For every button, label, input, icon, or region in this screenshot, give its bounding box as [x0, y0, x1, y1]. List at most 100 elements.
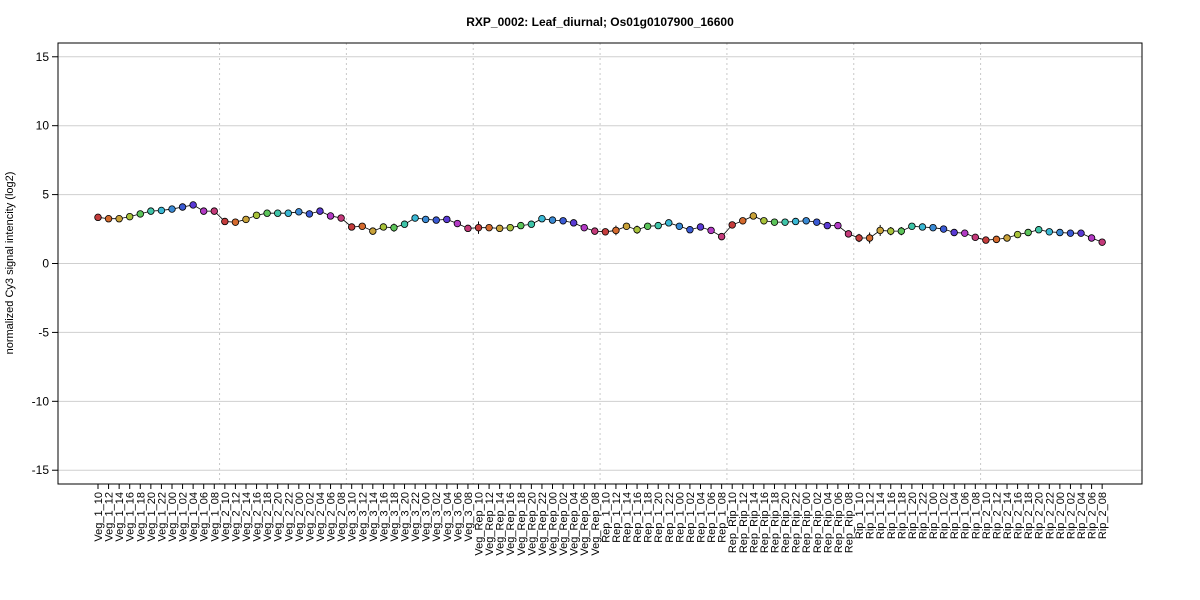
data-point [252, 211, 261, 219]
data-point [887, 227, 895, 235]
x-tick-label: Rip_1_14 [875, 492, 887, 539]
x-tick-label: Veg_2_18 [262, 492, 274, 542]
x-tick-label: Rep_1_04 [695, 492, 707, 543]
y-tick-label: -5 [38, 325, 49, 339]
data-point [284, 209, 292, 217]
data-point [728, 221, 736, 229]
data-point [961, 229, 969, 237]
data-point [569, 219, 578, 227]
data-point [918, 223, 927, 231]
x-tick-label: Veg_3_14 [368, 492, 380, 542]
x-tick-label: Rip_1_02 [939, 492, 951, 539]
x-tick-label: Rep_Rip_04 [822, 492, 834, 553]
x-tick-label: Rep_Rip_22 [791, 492, 803, 553]
data-point [400, 220, 409, 228]
x-tick-label: Veg_1_14 [114, 492, 126, 542]
data-point [517, 221, 525, 230]
data-point [210, 207, 218, 215]
x-tick-label: Rep_Rip_00 [801, 492, 813, 553]
plot-frame [57, 42, 1143, 485]
data-point [379, 223, 388, 231]
data-point [739, 217, 747, 225]
data-point [1087, 234, 1096, 242]
x-tick-label: Rip_2_04 [1076, 492, 1088, 539]
x-tick-label: Veg_Rep_18 [516, 492, 528, 556]
data-point [707, 226, 715, 235]
data-point [971, 233, 980, 242]
data-point [876, 226, 884, 235]
x-tick-label: Rep_Rip_18 [769, 492, 781, 553]
data-point [749, 212, 758, 220]
x-tick-label: Veg_Rep_12 [484, 492, 496, 556]
data-point [781, 218, 789, 226]
y-tick-label: -15 [32, 463, 50, 477]
x-tick-label: Rip_1_08 [970, 492, 982, 539]
data-point [1056, 228, 1064, 237]
data-point [897, 227, 906, 235]
data-point [686, 226, 694, 234]
x-tick-label: Veg_1_08 [209, 492, 221, 542]
data-point [538, 215, 546, 223]
data-point [1003, 234, 1011, 242]
x-tick-label: Veg_Rep_04 [569, 492, 581, 556]
data-point [580, 223, 588, 232]
data-point [1066, 229, 1075, 237]
data-point [834, 221, 842, 230]
data-point [591, 227, 599, 235]
x-tick-label: Veg_3_16 [378, 492, 390, 542]
data-point [421, 215, 430, 224]
data-point [633, 226, 641, 234]
data-point [982, 236, 990, 244]
x-tick-label: Veg_3_08 [463, 492, 475, 542]
x-tick-label: Veg_1_04 [188, 492, 200, 542]
x-tick-label: Veg_1_10 [93, 492, 105, 542]
x-tick-label: Rep_Rip_08 [843, 492, 855, 553]
data-point [168, 205, 176, 213]
x-tick-label: Rep_1_22 [664, 492, 676, 543]
data-point [992, 235, 1001, 244]
data-point [823, 221, 832, 230]
x-tick-label: Veg_Rep_06 [579, 492, 591, 556]
x-tick-label: Veg_3_06 [452, 492, 464, 542]
x-tick-label: Rip_2_08 [1097, 492, 1109, 539]
chart-title: RXP_0002: Leaf_diurnal; Os01g0107900_166… [466, 15, 734, 29]
data-point [390, 223, 398, 232]
x-tick-label: Veg_1_12 [104, 492, 116, 542]
x-tick-label: Rep_1_02 [685, 492, 697, 543]
group-separators [219, 43, 982, 484]
data-point [770, 218, 779, 226]
x-tick-label: Veg_1_16 [125, 492, 137, 542]
data-point [559, 217, 567, 225]
x-tick-label: Rip_2_20 [1034, 492, 1046, 539]
x-tick-label: Rep_1_06 [706, 492, 718, 543]
x-tick-label: Veg_2_06 [326, 492, 338, 542]
data-point [273, 209, 282, 217]
data-point [263, 209, 271, 217]
x-tick-label: Rip_1_18 [896, 492, 908, 539]
data-point [295, 208, 303, 216]
data-point [432, 216, 440, 224]
x-tick-label: Rip_2_22 [1044, 492, 1056, 539]
data-point [813, 218, 821, 226]
data-point [474, 223, 483, 232]
x-tick-label: Rip_2_06 [1087, 492, 1099, 539]
x-tick-label: Veg_3_10 [347, 492, 359, 542]
data-point [717, 232, 726, 241]
data-point [231, 218, 240, 226]
data-point [464, 224, 472, 233]
data-point [1024, 228, 1032, 237]
data-point [485, 223, 493, 232]
x-tick-label: Rep_1_20 [653, 492, 665, 543]
x-tick-label: Veg_2_04 [315, 492, 327, 542]
x-tick-label: Veg_3_18 [389, 492, 401, 542]
x-tick-label: Rep_1_10 [600, 492, 612, 543]
data-point [1013, 230, 1022, 239]
data-point [675, 222, 684, 230]
y-tick-label: 10 [36, 119, 50, 133]
x-tick-label: Rep_Rip_10 [727, 492, 739, 553]
x-tick-label: Rep_Rip_14 [748, 492, 760, 553]
x-tick-label: Veg_2_10 [220, 492, 232, 542]
x-tick-label: Rep_Rip_16 [759, 492, 771, 553]
